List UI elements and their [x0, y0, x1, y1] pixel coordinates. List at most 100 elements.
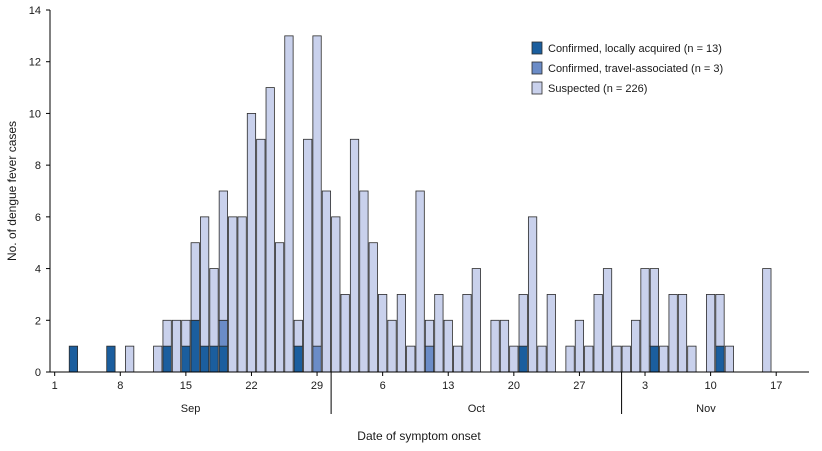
bar-series2-day57: [574, 319, 585, 373]
bar-series2-day44: [453, 345, 463, 373]
y-tick-label-4: 4: [35, 264, 41, 276]
bar-series2-day63: [631, 319, 641, 373]
bar-series2-day35: [368, 242, 378, 373]
bar-series2-day28: [303, 138, 313, 373]
bar-series0-day65: [649, 345, 659, 373]
bar-series0-day17: [200, 345, 210, 373]
legend-label-2: Suspected (n = 226): [548, 83, 647, 95]
bar-series2-day26: [284, 35, 294, 373]
bar-series1-day19: [218, 319, 228, 347]
bar-series0-day19: [218, 345, 228, 373]
bar-series2-day33: [349, 138, 360, 373]
x-tick-label-15: 15: [180, 380, 192, 392]
bar-series0-day18: [209, 345, 219, 373]
bar-series2-day39: [406, 345, 416, 373]
bar-series0-day16: [190, 319, 200, 373]
y-tick-label-0: 0: [35, 367, 41, 379]
bar-series2-day16: [190, 242, 200, 321]
bar-series2-day21: [237, 216, 247, 373]
bar-series2-day18: [209, 268, 219, 347]
bar-series0-day13: [162, 345, 172, 373]
legend-swatch-1: [531, 61, 543, 75]
bar-series2-day41: [424, 319, 435, 347]
bar-series2-day42: [434, 294, 444, 373]
bar-series2-day36: [378, 294, 388, 373]
x-tick-label-29: 29: [311, 380, 323, 392]
x-tick-label-36: 6: [380, 380, 386, 392]
x-tick-label-22: 22: [245, 380, 257, 392]
month-label-sep: Sep: [181, 403, 201, 415]
bar-series0-day15: [181, 345, 191, 373]
bar-series2-day54: [546, 294, 556, 373]
axes: 0 2 4 6 8 10 12 14 1 8 15 22 29 6 13 20 27 3 10 17 Sep Oct Nov: [29, 5, 809, 415]
bar-series1-day29: [312, 345, 322, 373]
y-tick-label-8: 8: [35, 160, 41, 172]
bar-series2-day38: [396, 294, 406, 373]
bar-series2-day25: [274, 242, 285, 373]
bar-series2-day15: [181, 319, 191, 347]
bar-series2-day67: [668, 294, 678, 373]
bar-series2-day40: [415, 190, 425, 373]
y-tick-label-12: 12: [29, 57, 41, 69]
bar-series2-day64: [640, 268, 650, 373]
bar-series2-day48: [490, 319, 500, 373]
bar-series2-day68: [677, 294, 688, 373]
x-tick-label-1: 1: [52, 380, 58, 392]
bar-series2-day77: [762, 268, 772, 373]
bar-series2-day66: [659, 345, 669, 373]
bar-series2-day27: [293, 319, 303, 347]
bar-series2-day50: [509, 345, 519, 373]
bar-series2-day45: [462, 294, 472, 373]
x-tick-label-43: 13: [442, 380, 454, 392]
bar-series2-day58: [584, 345, 594, 373]
bar-series2-day29: [312, 35, 322, 347]
month-label-nov: Nov: [696, 403, 716, 415]
bar-series2-day69: [687, 345, 697, 373]
bar-series2-day9: [125, 345, 135, 373]
bar-series2-day46: [471, 268, 481, 373]
legend-swatch-2: [531, 81, 543, 95]
bar-series2-day14: [171, 319, 182, 373]
bar-series2-day22: [246, 113, 257, 373]
legend: Confirmed, locally acquired (n = 13) Conf…: [531, 41, 723, 95]
bar-series2-day51: [518, 294, 528, 347]
bar-series2-day30: [321, 190, 332, 373]
y-tick-label-2: 2: [35, 315, 41, 327]
bar-series2-day62: [621, 345, 631, 373]
y-axis-title: No. of dengue fever cases: [5, 121, 19, 261]
bar-series2-day60: [602, 268, 613, 373]
bar-series2-day49: [499, 319, 510, 373]
bar-series0-day3: [68, 345, 79, 373]
bar-series0-day7: [106, 345, 116, 373]
bar-series2-day19: [218, 190, 228, 321]
legend-label-1: Confirmed, travel-associated (n = 3): [548, 63, 723, 75]
bar-series2-day43: [443, 319, 453, 373]
legend-label-0: Confirmed, locally acquired (n = 13): [548, 43, 722, 55]
bar-series2-day24: [265, 87, 275, 373]
x-tick-label-8: 8: [117, 380, 123, 392]
bar-series2-day53: [537, 345, 547, 373]
bar-series2-day65: [649, 268, 659, 347]
bar-series2-day73: [724, 345, 734, 373]
bar-series0-day51: [518, 345, 528, 373]
bar-series2-day23: [256, 138, 266, 373]
bar-series2-day31: [331, 216, 341, 373]
bar-series2-day34: [359, 190, 369, 373]
y-tick-label-10: 10: [29, 108, 41, 120]
x-tick-label-64: 3: [642, 380, 648, 392]
legend-swatch-0: [531, 41, 543, 55]
bar-series2-day71: [706, 294, 716, 373]
bar-series2-day52: [527, 216, 538, 373]
bar-series2-day20: [228, 216, 238, 373]
x-axis-title: Date of symptom onset: [357, 429, 481, 443]
bars: [68, 35, 772, 373]
bar-series2-day59: [593, 294, 603, 373]
x-tick-label-57: 27: [573, 380, 585, 392]
bar-series2-day12: [153, 345, 163, 373]
bar-series1-day41: [424, 345, 435, 373]
bar-series2-day37: [387, 319, 397, 373]
bar-series2-day72: [715, 294, 725, 347]
bar-series2-day56: [565, 345, 575, 373]
bar-series2-day13: [162, 319, 172, 347]
bar-series0-day27: [293, 345, 303, 373]
